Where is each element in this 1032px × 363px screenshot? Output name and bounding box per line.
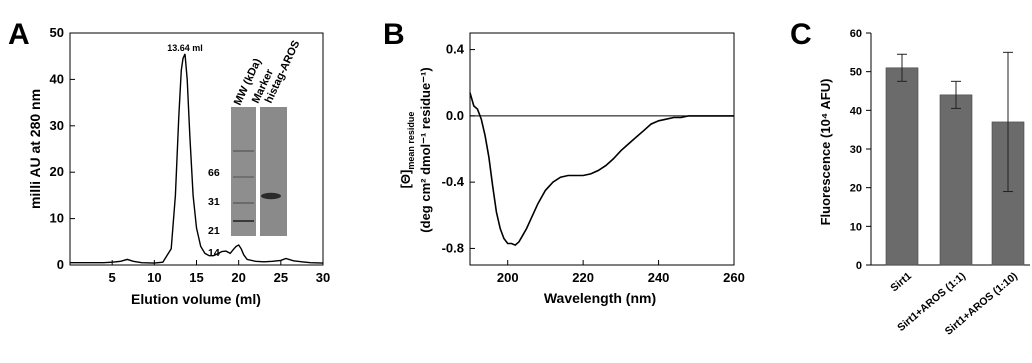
y-tick-label: -0.8 — [442, 240, 464, 255]
gel-mw-31: 31 — [208, 196, 220, 208]
y-tick-label: 10 — [50, 211, 64, 226]
panel-c-bars — [885, 51, 1025, 266]
gel-mw-66: 66 — [208, 167, 220, 179]
panel-c-y-label: Fluorescence (10⁴ AFU) — [818, 79, 833, 226]
gel-marker-band — [233, 150, 254, 152]
y-tick-label: 0 — [57, 257, 64, 272]
y-tick-label: 10 — [850, 221, 862, 233]
gel-inset: MW (kDa) Marker histag-AROS 66 31 21 14 — [208, 39, 302, 259]
gel-mw-14: 14 — [208, 247, 220, 259]
gel-marker-band — [233, 220, 254, 222]
bar — [885, 67, 919, 266]
gel-marker-band — [233, 176, 254, 178]
panel-c-y-axis: 0 10 20 30 40 50 60 — [850, 28, 871, 272]
y-tick-label: 20 — [50, 164, 64, 179]
peak-annotation: 13.64 ml — [167, 43, 203, 53]
panel-b-letter: B — [383, 18, 405, 51]
panel-b-plot-frame — [469, 32, 735, 266]
panel-b-y-label-symbol: [Θ] — [398, 170, 413, 189]
y-tick-label: 40 — [50, 71, 64, 86]
gel-aros-band — [261, 192, 281, 200]
panel-b-y-axis: 0.4 0.0 -0.4 -0.8 — [442, 42, 475, 255]
panel-b-x-axis: 200 220 240 260 — [497, 260, 745, 285]
y-tick-label: 0.4 — [446, 42, 465, 57]
panel-b-y-label-units: (deg cm² dmol⁻¹ residue⁻¹) — [418, 67, 433, 232]
x-tick-label: 240 — [648, 270, 670, 285]
panel-c-letter: C — [790, 18, 812, 51]
x-tick-label: 15 — [189, 270, 203, 285]
panel-a-y-axis: 0 10 20 30 40 50 — [50, 25, 75, 272]
y-tick-label: 20 — [850, 183, 862, 195]
x-tick-label: 5 — [109, 270, 116, 285]
y-tick-label: 50 — [850, 67, 862, 79]
x-tick-label: 10 — [147, 270, 161, 285]
panel-b: B 0.4 0.0 -0.4 -0.8 200 220 240 260 Wavelength… — [383, 18, 745, 306]
x-tick-label: 260 — [723, 270, 745, 285]
x-tick-label: 20 — [231, 270, 245, 285]
panel-b-cd-spectrum-line — [469, 92, 734, 247]
y-tick-label: 30 — [850, 144, 862, 156]
gel-mw-21: 21 — [208, 225, 220, 237]
y-tick-label: 40 — [850, 105, 862, 117]
y-tick-label: 50 — [50, 25, 64, 40]
y-tick-label: -0.4 — [442, 174, 465, 189]
panel-a-x-label: Elution volume (ml) — [131, 291, 261, 307]
gel-marker-band — [233, 202, 254, 204]
y-tick-label: 0.0 — [446, 108, 464, 123]
x-tick-label: 200 — [497, 270, 519, 285]
panel-a-letter: A — [8, 18, 30, 51]
y-tick-label: 60 — [850, 28, 862, 40]
panel-b-y-label-subscript: mean residue — [406, 112, 416, 170]
panel-a: A 0 10 20 30 40 50 5 10 15 20 25 30 13.64 ml Eluti… — [8, 18, 330, 307]
panel-b-x-label: Wavelength (nm) — [544, 290, 656, 306]
panel-a-y-label: milli AU at 280 nm — [27, 89, 43, 209]
svg-text:[Θ]mean residue: [Θ]mean residue — [398, 112, 416, 189]
gel-marker-lane — [231, 107, 256, 236]
gel-sample-lane — [260, 107, 287, 236]
y-tick-label: 30 — [50, 118, 64, 133]
y-tick-label: 0 — [856, 260, 862, 272]
bar — [939, 94, 973, 266]
x-tick-label: 220 — [572, 270, 594, 285]
x-tick-label: Sirt1 — [888, 270, 914, 294]
panel-a-chromatogram-line — [70, 53, 324, 264]
x-tick-label: 25 — [274, 270, 288, 285]
x-tick-label: 30 — [316, 270, 330, 285]
panel-a-x-axis: 5 10 15 20 25 30 — [109, 260, 330, 285]
panel-b-y-label: [Θ]mean residue (deg cm² dmol⁻¹ residue⁻… — [398, 67, 433, 232]
